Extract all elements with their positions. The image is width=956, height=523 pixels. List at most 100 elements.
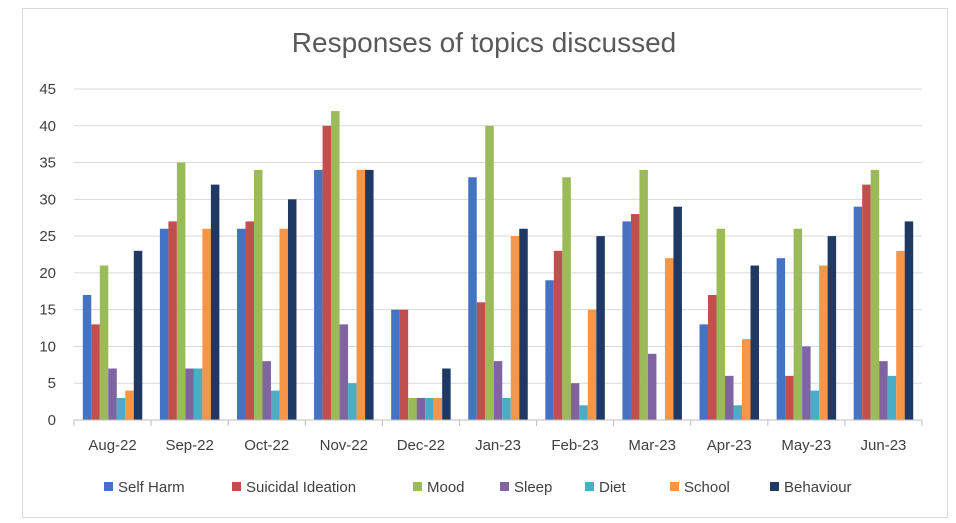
bar	[399, 309, 409, 420]
bar	[99, 265, 109, 420]
bar	[270, 390, 280, 420]
bar	[802, 346, 811, 420]
bar	[176, 162, 186, 421]
y-tick-label: 0	[48, 412, 56, 429]
bar	[168, 221, 177, 420]
bar	[587, 309, 597, 420]
bar	[116, 397, 126, 420]
bar	[82, 294, 92, 420]
bar	[202, 228, 211, 420]
bar	[699, 324, 709, 420]
bar	[193, 368, 203, 420]
bar	[785, 375, 794, 420]
bar	[853, 206, 863, 420]
x-tick-label: Jun-23	[861, 437, 907, 454]
axes: 0 5 10 15 20 25 30 35 40 45 Aug-22 Sep-22 Oct-22 Nov-…	[39, 81, 923, 454]
x-tick-label: Oct-22	[244, 437, 289, 454]
bar	[365, 169, 374, 420]
bar	[287, 199, 297, 420]
bar	[91, 324, 100, 420]
x-tick-label: Sep-22	[165, 437, 213, 454]
bar	[716, 228, 726, 420]
bar	[776, 258, 786, 420]
bar	[468, 177, 477, 420]
bar	[279, 228, 288, 420]
x-tick-label: Mar-23	[628, 437, 676, 454]
x-tick-label: Nov-22	[320, 437, 368, 454]
bar	[322, 125, 332, 421]
bar	[887, 375, 897, 420]
bar	[793, 228, 803, 420]
legend-label: Mood	[427, 479, 465, 496]
bar	[639, 169, 648, 420]
bar	[622, 221, 631, 420]
x-tick-label: Aug-22	[88, 437, 136, 454]
y-tick-label: 40	[39, 118, 56, 135]
bar	[827, 236, 837, 420]
bar	[262, 361, 271, 420]
legend-label: Suicidal Ideation	[246, 479, 356, 496]
y-tick-label: 45	[39, 81, 56, 98]
bar	[339, 324, 349, 420]
bar	[896, 250, 905, 420]
bar	[579, 405, 588, 420]
bar	[904, 221, 914, 420]
bar	[416, 397, 426, 420]
bar	[348, 383, 357, 420]
bar	[493, 361, 503, 420]
bar	[185, 368, 194, 420]
bar	[647, 353, 657, 420]
bar	[356, 169, 366, 420]
bar	[425, 397, 434, 420]
bar	[562, 177, 571, 420]
bar	[862, 184, 871, 420]
bar	[253, 169, 263, 420]
x-tick-label: May-23	[781, 437, 831, 454]
legend-label: Sleep	[514, 479, 552, 496]
x-tick-label: Dec-22	[397, 437, 445, 454]
legend-swatch	[232, 482, 241, 491]
y-tick-label: 25	[39, 228, 56, 245]
y-tick-label: 30	[39, 191, 56, 208]
bar	[673, 206, 682, 420]
bar	[245, 221, 254, 420]
bars	[82, 111, 914, 421]
y-tick-label: 5	[48, 375, 56, 392]
bar	[570, 383, 580, 420]
bar	[476, 302, 486, 420]
legend-label: Behaviour	[784, 479, 852, 496]
x-tick-label: Feb-23	[551, 437, 599, 454]
bar	[236, 228, 246, 420]
bar	[210, 184, 220, 420]
bar	[545, 280, 554, 420]
chart-title: Responses of topics discussed	[292, 27, 676, 58]
legend-label: Self Harm	[118, 479, 185, 496]
y-tick-label: 10	[39, 338, 56, 355]
bar	[108, 368, 117, 420]
y-tick-label: 20	[39, 265, 56, 282]
y-tick-label: 35	[39, 155, 56, 172]
bar	[733, 405, 743, 420]
bar	[502, 397, 511, 420]
bar	[485, 125, 494, 421]
x-tick-label: Jan-23	[475, 437, 521, 454]
bar	[879, 361, 888, 420]
bar	[750, 265, 760, 420]
bar	[664, 258, 674, 420]
bar	[596, 236, 605, 420]
bar	[870, 169, 880, 420]
bar	[125, 390, 134, 420]
bar	[442, 368, 451, 420]
bar	[314, 169, 323, 420]
bar	[819, 265, 828, 420]
legend-swatch	[770, 482, 779, 491]
bar	[391, 309, 400, 420]
bar	[331, 111, 340, 421]
legend-label: Diet	[599, 479, 627, 496]
legend-swatch	[585, 482, 594, 491]
bar	[510, 236, 520, 420]
legend-swatch	[500, 482, 509, 491]
bar	[159, 228, 169, 420]
y-tick-label: 15	[39, 302, 56, 319]
